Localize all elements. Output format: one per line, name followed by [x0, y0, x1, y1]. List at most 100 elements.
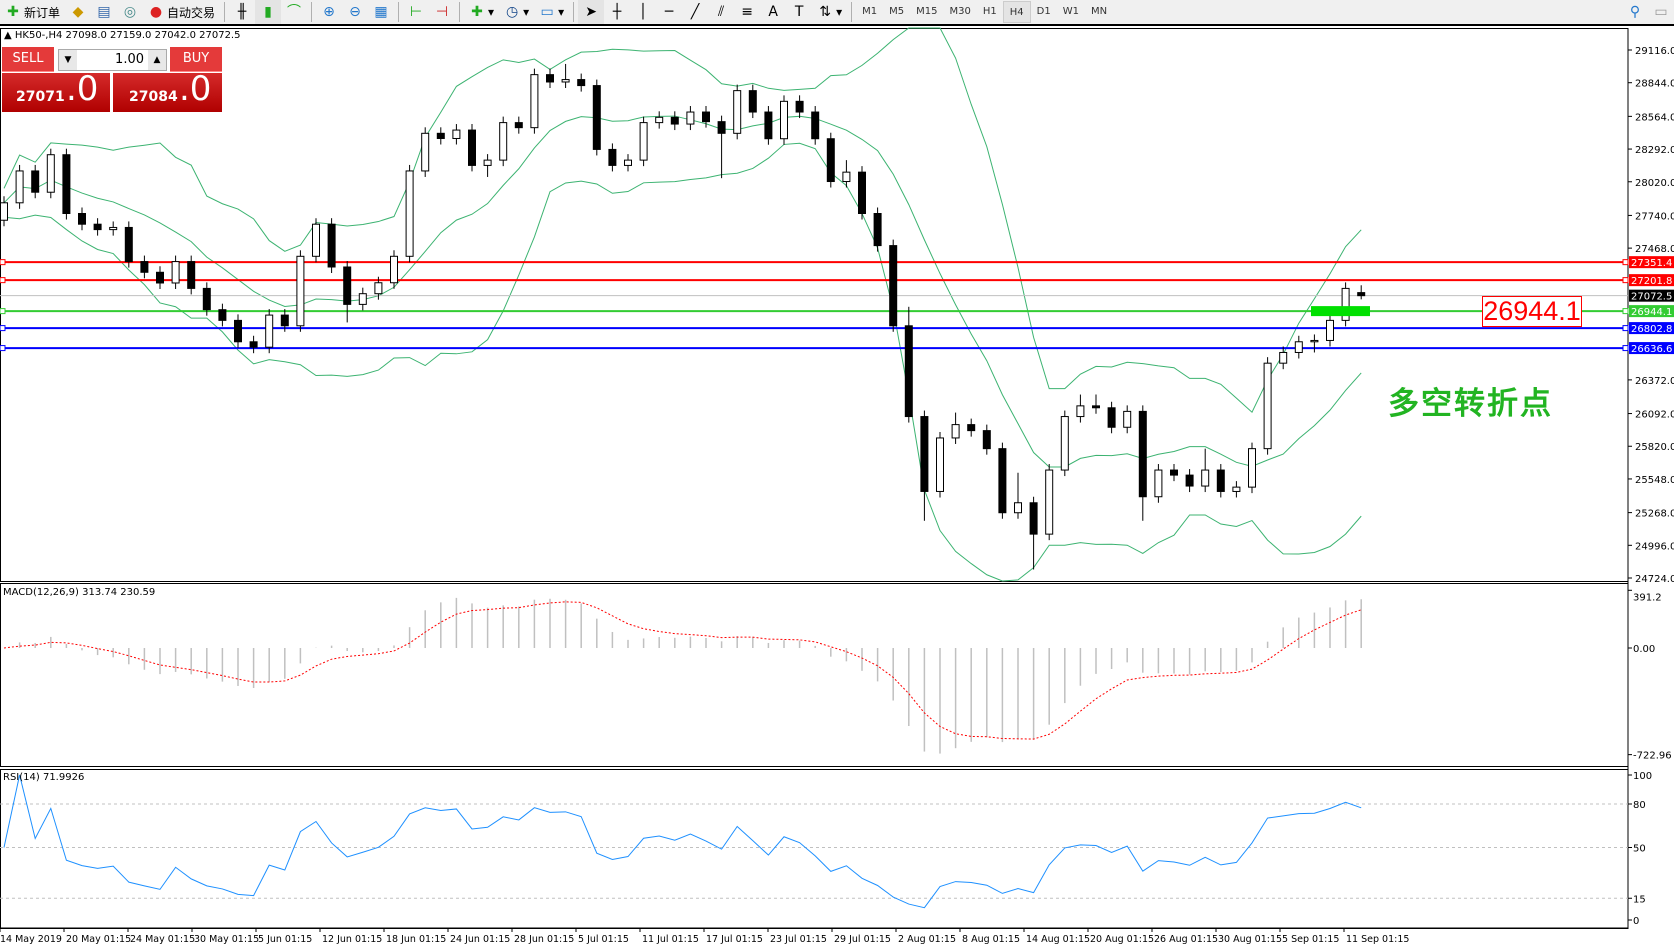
macd-tick-label: 391.2: [1633, 592, 1662, 603]
bar-chart-button[interactable]: ╫: [229, 0, 255, 24]
sell-price-button[interactable]: 27071 .0: [2, 69, 110, 112]
timeframe-w1[interactable]: W1: [1062, 6, 1079, 17]
price-tick-label: 26372.0: [1635, 376, 1674, 387]
periods-button[interactable]: ◷ ▾: [505, 4, 530, 20]
timeframe-m30[interactable]: M30: [949, 6, 971, 17]
metaeditor-button[interactable]: ▤: [91, 0, 117, 24]
candlestick-icon: ▮: [264, 4, 272, 20]
equidistant-channel-button[interactable]: ⫽: [708, 0, 734, 24]
level-handle: [1622, 259, 1629, 266]
bull-candle: [733, 90, 742, 134]
bar-chart-icon: ╫: [237, 4, 247, 20]
text-label-button[interactable]: T: [786, 0, 812, 24]
bull-candle: [561, 79, 570, 83]
indicators-icon: ✚: [471, 4, 483, 20]
level-price-label: 27351.4: [1631, 258, 1672, 269]
arrows-button[interactable]: ⇅ ▾: [812, 0, 847, 24]
bull-candle: [1123, 410, 1132, 428]
indicators-button[interactable]: ✚ ▾: [464, 0, 499, 24]
bull-candle: [1248, 448, 1256, 488]
cursor-button[interactable]: ➤: [578, 0, 605, 24]
tile-windows-button[interactable]: ▦: [368, 0, 394, 24]
timeframe-m15[interactable]: M15: [916, 6, 938, 17]
bear-candle: [889, 245, 898, 327]
history-button[interactable]: ◆: [65, 0, 91, 24]
bear-candle: [858, 171, 866, 215]
timeframe-h4[interactable]: H4: [1002, 1, 1031, 23]
level-price-tag: [1629, 342, 1674, 355]
bull-candle: [15, 170, 24, 204]
lot-size-input[interactable]: 1.00: [115, 52, 144, 67]
buy-button[interactable]: BUY: [170, 47, 222, 72]
bull-candle: [624, 159, 632, 166]
time-tick-label: 24 May 01:15: [130, 934, 195, 945]
rsi-tick-label: 50: [1633, 844, 1646, 855]
time-tick-label: 5 Jul 01:15: [578, 934, 629, 945]
candlestick-button[interactable]: ▮: [255, 0, 282, 24]
bull-candle: [1263, 362, 1272, 450]
bull-candle: [0, 202, 8, 221]
bear-candle: [140, 261, 149, 273]
bull-candle: [842, 171, 851, 183]
bear-candle: [1107, 407, 1116, 428]
new-order-button[interactable]: ✚ 新订单: [0, 0, 65, 24]
bear-candle: [1092, 405, 1100, 409]
chart-shift-button[interactable]: ⊢: [403, 0, 429, 24]
text-button[interactable]: A: [760, 0, 786, 24]
bear-candle: [93, 223, 102, 231]
autoscroll-button[interactable]: ⊣: [429, 0, 455, 24]
bull-candle: [390, 255, 398, 284]
horizontal-line-button[interactable]: ─: [656, 0, 682, 24]
chart-header: ▲ HK50-,H4 27098.0 27159.0 27042.0 27072…: [4, 30, 241, 41]
lot-size-stepper[interactable]: ▼ 1.00 ▲: [58, 49, 167, 71]
search-button[interactable]: ⚲: [1622, 0, 1648, 24]
bull-candle: [421, 132, 430, 172]
cursor-icon: ➤: [585, 4, 597, 20]
time-tick-label: 5 Sep 01:15: [1282, 934, 1339, 945]
sell-button[interactable]: SELL: [2, 47, 54, 72]
bear-candle: [748, 90, 757, 113]
timeframe-mn[interactable]: MN: [1090, 6, 1108, 17]
sell-price: 27071: [16, 89, 65, 105]
macd-tick-label: -722.96: [1633, 751, 1672, 762]
templates-button[interactable]: ▭ ▾: [540, 4, 565, 20]
signals-button[interactable]: ◎: [117, 0, 143, 24]
price-tick-label: 25268.0: [1635, 509, 1674, 520]
timeframe-d1[interactable]: D1: [1036, 6, 1051, 17]
trendline-button[interactable]: ╱: [682, 0, 708, 24]
zoom-out-button[interactable]: ⊖: [342, 0, 368, 24]
bull-candle: [639, 122, 648, 161]
level-handle: [1622, 277, 1629, 284]
time-tick-label: 5 Jun 01:15: [258, 934, 312, 945]
bear-candle: [608, 148, 617, 166]
rsi-label: RSI(14) 71.9926: [3, 772, 85, 783]
line-chart-button[interactable]: ⌒: [281, 0, 307, 24]
lot-increase-button[interactable]: ▲: [148, 50, 166, 70]
bull-candle: [1076, 405, 1085, 418]
zoom-in-button[interactable]: ⊕: [316, 0, 342, 24]
level-price-label: 26802.8: [1631, 324, 1672, 335]
periods-icon: ◷: [505, 4, 519, 20]
timeframe-m5[interactable]: M5: [889, 6, 905, 17]
bear-candle: [920, 416, 929, 492]
text-icon: A: [768, 4, 778, 20]
timeframe-h1[interactable]: H1: [982, 6, 997, 17]
time-tick-label: 14 May 2019: [0, 934, 62, 945]
bear-candle: [1357, 292, 1366, 297]
auto-trading-button[interactable]: ● 自动交易: [149, 4, 216, 20]
lot-decrease-button[interactable]: ▼: [59, 50, 77, 70]
chat-icon: ▭: [1654, 4, 1668, 20]
timeframe-m1[interactable]: M1: [862, 6, 878, 17]
chat-button[interactable]: ▭: [1648, 0, 1674, 24]
time-tick-label: 11 Jul 01:15: [642, 934, 699, 945]
vertical-line-button[interactable]: │: [630, 0, 656, 24]
buy-price-button[interactable]: 27084 .0: [113, 69, 222, 112]
bull-candle: [780, 100, 788, 140]
bear-candle: [717, 121, 726, 134]
price-tick-label: 28564.0: [1635, 112, 1674, 123]
crosshair-button[interactable]: ┼: [604, 0, 630, 24]
bear-candle: [62, 154, 71, 215]
rsi-tick-label: 15: [1633, 894, 1646, 905]
fibonacci-button[interactable]: ≡: [734, 0, 760, 24]
